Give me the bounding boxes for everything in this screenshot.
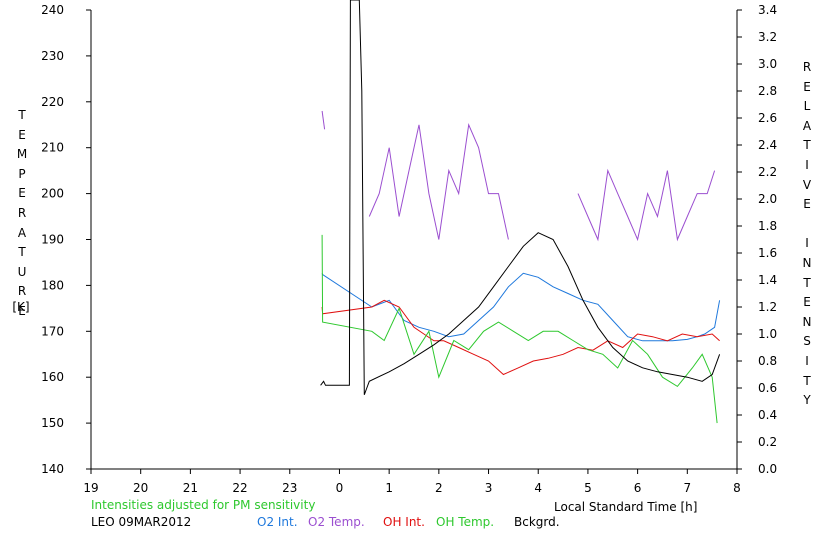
legend-item: O2 Int. (257, 515, 298, 529)
left-tick-label: 150 (41, 416, 64, 430)
x-tick-label: 6 (634, 481, 642, 495)
left-axis-unit: [K] (12, 300, 30, 314)
x-tick-label: 0 (336, 481, 344, 495)
left-tick-label: 170 (41, 324, 64, 338)
right-tick-label: 2.2 (758, 165, 777, 179)
left-tick-label: 140 (41, 462, 64, 476)
x-axis-title: Local Standard Time [h] (554, 500, 698, 514)
x-tick-label: 8 (733, 481, 741, 495)
ticks: 1401501601701801902002102202302400.00.20… (41, 3, 777, 495)
series-o2-temp (577, 168, 716, 242)
legend-item: OH Int. (383, 515, 425, 529)
right-tick-label: 3.0 (758, 57, 777, 71)
right-tick-label: 0.0 (758, 462, 777, 476)
right-tick-label: 3.4 (758, 3, 777, 17)
x-tick-label: 4 (534, 481, 542, 495)
series-oh-temp (321, 234, 718, 424)
left-tick-label: 190 (41, 233, 64, 247)
left-tick-label: 230 (41, 49, 64, 63)
series-o2-int (321, 272, 721, 342)
x-tick-label: 1 (385, 481, 393, 495)
legend-item: OH Temp. (436, 515, 495, 529)
right-tick-label: 3.2 (758, 30, 777, 44)
series-o2-temp (321, 110, 326, 130)
series-layer (320, 0, 721, 424)
x-tick-label: 21 (183, 481, 198, 495)
series-oh-int (321, 299, 720, 376)
x-tick-label: 23 (282, 481, 297, 495)
right-tick-label: 2.4 (758, 138, 777, 152)
sensitivity-note: Intensities adjusted for PM sensitivity (91, 498, 316, 512)
right-tick-label: 1.2 (758, 300, 777, 314)
right-tick-label: 1.6 (758, 246, 777, 260)
left-tick-label: 240 (41, 3, 64, 17)
series-bckgrd (320, 0, 721, 395)
right-tick-label: 0.8 (758, 354, 777, 368)
left-tick-label: 160 (41, 370, 64, 384)
legend-item: Bckgrd. (514, 515, 560, 529)
axes (90, 10, 738, 470)
x-tick-label: 3 (485, 481, 493, 495)
right-tick-label: 0.4 (758, 408, 777, 422)
left-tick-label: 210 (41, 141, 64, 155)
x-tick-label: 19 (83, 481, 98, 495)
right-tick-label: 2.0 (758, 192, 777, 206)
x-tick-label: 20 (133, 481, 148, 495)
left-tick-label: 180 (41, 278, 64, 292)
right-tick-label: 0.6 (758, 381, 777, 395)
right-axis-label: R E L A T I V E I N T E N S I T Y (802, 60, 812, 408)
x-tick-label: 7 (683, 481, 691, 495)
right-tick-label: 1.4 (758, 273, 777, 287)
x-tick-label: 2 (435, 481, 443, 495)
x-tick-label: 22 (232, 481, 247, 495)
series-o2-temp (368, 122, 509, 240)
right-tick-label: 2.6 (758, 111, 777, 125)
station-date: LEO 09MAR2012 (91, 515, 192, 529)
legend-item: O2 Temp. (308, 515, 365, 529)
left-axis-label: T E M P E R A T U R E (16, 108, 28, 318)
right-tick-label: 0.2 (758, 435, 777, 449)
right-tick-label: 1.8 (758, 219, 777, 233)
left-tick-label: 220 (41, 95, 64, 109)
right-tick-label: 2.8 (758, 84, 777, 98)
left-tick-label: 200 (41, 187, 64, 201)
right-tick-label: 1.0 (758, 327, 777, 341)
x-tick-label: 5 (584, 481, 592, 495)
